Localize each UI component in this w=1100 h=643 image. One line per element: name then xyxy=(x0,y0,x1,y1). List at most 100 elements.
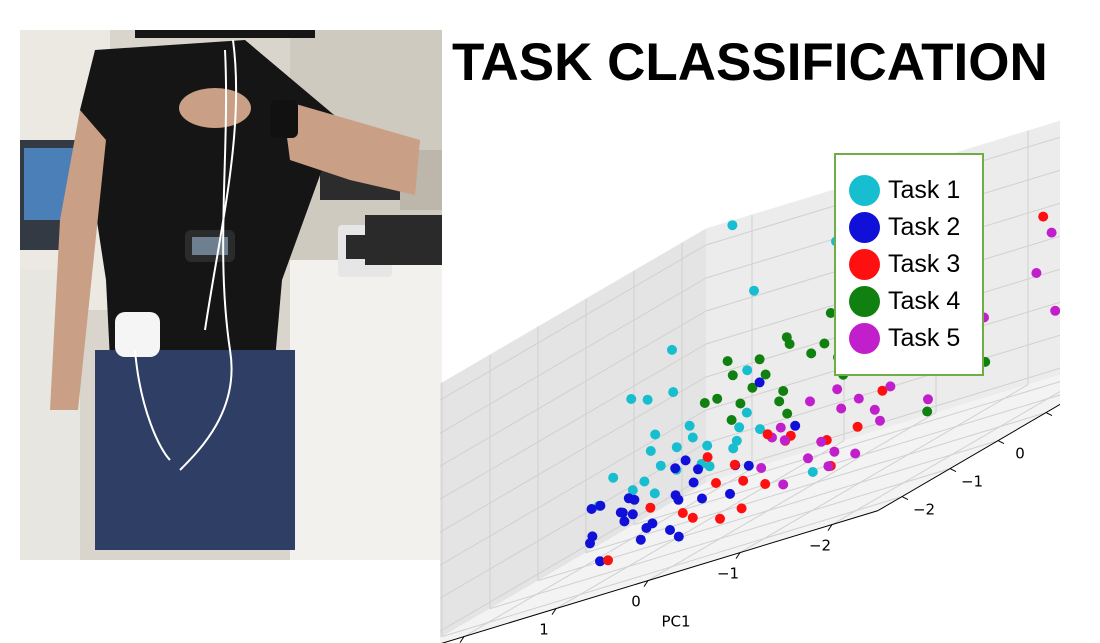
legend-item: Task 4 xyxy=(836,283,982,320)
legend-swatch xyxy=(849,249,880,280)
data-point-task-2 xyxy=(693,464,703,475)
data-point-task-1 xyxy=(626,394,637,404)
data-point-task-4 xyxy=(712,393,723,404)
y-tick-label: 0 xyxy=(1015,445,1025,463)
data-point-task-4 xyxy=(699,398,710,408)
data-point-task-1 xyxy=(655,460,666,471)
data-point-task-2 xyxy=(617,507,628,518)
data-point-task-1 xyxy=(608,472,619,483)
y-tick-label: −2 xyxy=(913,501,935,519)
gridline xyxy=(440,343,707,500)
y-tick-mark xyxy=(997,440,1005,445)
legend-label: Task 3 xyxy=(888,250,961,278)
data-point-task-3 xyxy=(877,385,888,396)
data-point-task-4 xyxy=(722,356,733,367)
data-point-task-2 xyxy=(680,455,691,466)
gridline xyxy=(681,381,1060,498)
data-point-task-2 xyxy=(790,420,801,431)
data-point-task-1 xyxy=(642,394,653,405)
y-axis-line xyxy=(877,403,1060,512)
data-point-task-4 xyxy=(819,338,830,349)
gridline xyxy=(440,310,707,467)
data-point-task-2 xyxy=(697,493,707,504)
data-point-task-3 xyxy=(729,459,740,470)
data-point-task-3 xyxy=(603,555,613,566)
data-point-task-2 xyxy=(725,488,735,499)
data-point-task-1 xyxy=(671,442,682,453)
data-point-task-1 xyxy=(667,344,677,355)
legend-label: Task 5 xyxy=(888,324,961,352)
data-point-task-3 xyxy=(738,475,749,486)
data-point-task-1 xyxy=(639,476,650,487)
gridline xyxy=(440,277,707,434)
gridline xyxy=(585,412,1047,554)
data-point-task-1 xyxy=(734,422,745,433)
data-point-task-4 xyxy=(922,406,933,417)
x-tick-mark xyxy=(551,608,557,615)
data-point-task-1 xyxy=(645,446,656,456)
data-point-task-2 xyxy=(619,516,630,527)
data-point-task-4 xyxy=(760,369,771,380)
x-axis-line xyxy=(441,510,879,643)
y-tick-mark xyxy=(901,496,909,501)
chart-legend: Task 1 Task 2 Task 3 Task 4 Task 5 xyxy=(834,153,984,376)
gridline xyxy=(555,440,845,610)
legend-item: Task 1 xyxy=(836,172,982,209)
data-point-task-2 xyxy=(595,556,605,567)
data-point-task-3 xyxy=(762,429,773,440)
legend-item: Task 3 xyxy=(836,246,982,283)
data-point-task-1 xyxy=(755,424,765,435)
data-point-task-1 xyxy=(704,461,715,472)
data-point-task-3 xyxy=(760,479,771,489)
data-point-task-1 xyxy=(687,432,698,443)
x-axis-label: PC1 xyxy=(661,613,690,631)
x-tick-mark xyxy=(643,580,649,587)
gridline xyxy=(440,244,707,401)
legend-swatch xyxy=(849,286,880,317)
gridline xyxy=(440,376,707,533)
data-point-task-2 xyxy=(595,500,606,511)
data-point-task-1 xyxy=(742,365,753,376)
x-tick-mark xyxy=(735,552,741,559)
data-point-task-5 xyxy=(885,381,896,392)
data-point-task-1 xyxy=(728,443,739,454)
data-point-task-5 xyxy=(816,436,827,447)
data-point-task-2 xyxy=(673,494,684,505)
data-point-task-1 xyxy=(649,488,660,499)
data-point-task-5 xyxy=(923,394,933,405)
legend-swatch xyxy=(849,175,880,206)
data-point-task-5 xyxy=(875,415,885,426)
data-point-task-3 xyxy=(645,502,656,513)
data-point-task-3 xyxy=(687,512,698,523)
data-point-task-3 xyxy=(852,421,863,432)
data-point-task-5 xyxy=(756,463,767,473)
gridline xyxy=(537,440,999,582)
gridline xyxy=(705,367,1060,477)
x-tick-label: 0 xyxy=(631,593,641,611)
gridline xyxy=(440,475,707,632)
data-point-task-1 xyxy=(749,285,759,296)
gridline xyxy=(440,442,707,599)
legend-label: Task 1 xyxy=(888,176,961,204)
data-point-task-4 xyxy=(781,332,792,343)
data-point-task-2 xyxy=(688,477,699,488)
gridline xyxy=(489,468,951,610)
data-point-task-2 xyxy=(743,460,754,471)
data-point-task-2 xyxy=(627,509,638,520)
data-point-task-4 xyxy=(806,348,817,359)
x-tick-mark xyxy=(827,524,833,531)
legend-item: Task 2 xyxy=(836,209,982,246)
data-point-task-5 xyxy=(779,435,790,446)
data-point-task-3 xyxy=(715,513,725,524)
data-point-task-2 xyxy=(754,377,765,388)
data-point-task-5 xyxy=(775,422,786,433)
data-point-task-1 xyxy=(731,435,742,446)
data-point-task-4 xyxy=(747,382,758,393)
x-tick-label: −1 xyxy=(717,565,739,583)
data-point-task-1 xyxy=(627,485,638,496)
data-point-task-1 xyxy=(807,467,818,477)
gridline xyxy=(647,412,937,582)
data-point-task-3 xyxy=(1038,211,1049,222)
data-point-task-2 xyxy=(641,523,652,533)
data-point-task-5 xyxy=(832,384,843,395)
